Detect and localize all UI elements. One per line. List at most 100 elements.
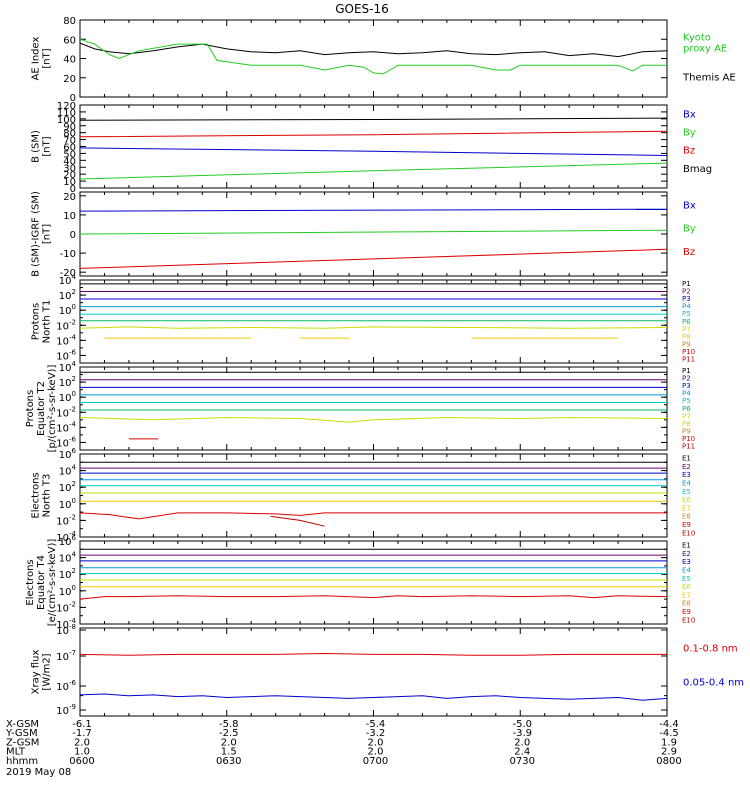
y-axis-title: ProtonsNorth T1: [31, 300, 53, 344]
y-tick-label: 0: [70, 93, 76, 104]
y-tick-label: 0: [70, 184, 76, 195]
legend-0-05-0-4-nm: 0.05-0.4 nm: [683, 678, 744, 689]
legend-p10: P10: [682, 348, 695, 356]
legend-p5: P5: [682, 310, 691, 318]
legend-p2: P2: [682, 375, 691, 383]
y-tick-label: 102: [59, 480, 76, 494]
legend-e5: E5: [682, 575, 691, 583]
legend-e5: E5: [682, 488, 691, 496]
ephemeris-row-label: X-GSM: [6, 719, 39, 730]
series-0-1-0-8-nm-line: [79, 652, 667, 656]
y-tick-label: 10-4: [56, 420, 76, 434]
ephemeris-value: 0600: [69, 756, 94, 767]
legend-p11: P11: [682, 355, 695, 363]
series-kyoto-proxy-ae-line: [79, 38, 667, 75]
y-tick-label: 10-4: [56, 530, 76, 544]
legend-themis-ae: Themis AE: [682, 72, 736, 83]
series-by-line: [79, 162, 668, 180]
panel-bigrf: -20 -10 0 10 20 B (SM)-IGRF (SM)[nT] Bx By Bz: [31, 191, 696, 279]
series-p7-line: [79, 416, 668, 423]
y-tick-label: 90: [63, 122, 76, 133]
legend-e2: E2: [682, 550, 691, 558]
legend-bx: Bx: [683, 110, 696, 121]
ephemeris-value: 2.0: [221, 737, 237, 748]
legend-e6: E6: [682, 496, 691, 504]
y-tick-label: 20: [63, 192, 76, 203]
y-tick-label: 104: [59, 273, 77, 287]
y-tick-label: 10-6: [56, 679, 76, 693]
panel-frame: [79, 453, 668, 538]
ephemeris-value: 0700: [363, 756, 388, 767]
legend-bx: Bx: [683, 200, 696, 211]
legend-bz: Bz: [683, 247, 695, 258]
series-by-line: [79, 229, 668, 235]
series-e9-line: [79, 512, 667, 520]
y-tick-label: 60: [63, 143, 76, 154]
ephemeris-value: 1.9: [661, 737, 677, 748]
legend-e7: E7: [682, 504, 691, 512]
ephemeris-value: -5.4: [366, 719, 386, 730]
legend-kyoto-proxy-ae: Kyoto proxy AE: [683, 33, 727, 55]
legend-e9: E9: [682, 608, 691, 616]
y-tick-label: 100: [59, 303, 76, 317]
legend-p4: P4: [682, 390, 691, 398]
ephemeris-value: -4.4: [659, 719, 679, 730]
legend-e8: E8: [682, 600, 691, 608]
legend-by: By: [683, 128, 696, 139]
y-tick-label: 104: [59, 551, 77, 565]
y-tick-label: 70: [63, 136, 76, 147]
series-bx-line: [79, 208, 668, 212]
legend-e10: E10: [682, 529, 695, 537]
ephemeris-value: -6.1: [72, 719, 92, 730]
y-tick-label: 10: [63, 177, 76, 188]
y-tick-label: 106: [59, 447, 77, 461]
ephemeris-value: 2.0: [74, 737, 90, 748]
y-tick-label: 10-6: [56, 348, 76, 362]
legend-bz: Bz: [683, 146, 695, 157]
legend-p7: P7: [682, 325, 691, 333]
ephemeris-row-label: Z-GSM: [6, 737, 39, 748]
ephemeris-row-label: Y-GSM: [5, 728, 38, 739]
y-axis-title: ElectronsNorth T3: [31, 472, 53, 518]
legend-p10: P10: [682, 435, 695, 443]
y-tick-label: 10-2: [56, 318, 76, 332]
y-tick-label: 10: [63, 211, 76, 222]
legend-e1: E1: [682, 455, 691, 463]
y-axis-title: AE Index[nT]: [31, 36, 53, 80]
x-axis-ephemeris-table: X-GSM -6.1 -5.8 -5.4 -5.0 -4.4 Y-GSM -1.7 -2.5 -3…: [5, 719, 682, 767]
y-tick-label: 80: [63, 129, 76, 140]
legend-p8: P8: [682, 333, 691, 341]
legend-e4: E4: [682, 480, 691, 488]
ephemeris-value: 2.0: [514, 737, 530, 748]
series-bz-line: [79, 248, 668, 269]
ephemeris-value: 2.0: [368, 747, 384, 758]
ephemeris-value: -5.0: [512, 719, 532, 730]
y-tick-label: 100: [59, 390, 76, 404]
y-tick-label: 102: [59, 375, 76, 389]
ephemeris-value: 2.0: [368, 737, 384, 748]
legend-p9: P9: [682, 427, 691, 435]
y-tick-label: 10-2: [56, 600, 76, 614]
y-tick-label: 10-6: [56, 435, 76, 449]
ephemeris-value: 1.5: [221, 747, 237, 758]
legend-by: By: [683, 224, 696, 235]
legend-p3: P3: [682, 382, 691, 390]
series-e10-line: [270, 515, 325, 527]
y-tick-label: 100: [59, 584, 76, 598]
legend-p11: P11: [682, 442, 695, 450]
ephemeris-value: -5.8: [219, 719, 239, 730]
series-bz-line: [79, 130, 668, 138]
series-p7-line: [79, 326, 668, 329]
y-tick-label: 106: [59, 534, 77, 548]
legend-e9: E9: [682, 521, 691, 529]
series-0-05-0-4-nm-line: [79, 693, 668, 701]
ephemeris-value: 0800: [656, 756, 681, 767]
series-bmag-line: [79, 117, 668, 121]
legend-p6: P6: [682, 318, 691, 326]
y-tick-label: 10-4: [56, 333, 76, 347]
y-tick-label: 20: [63, 74, 76, 85]
